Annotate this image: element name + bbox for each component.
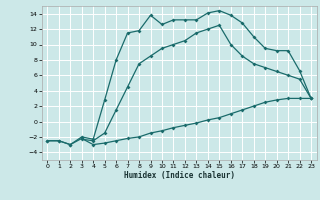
- X-axis label: Humidex (Indice chaleur): Humidex (Indice chaleur): [124, 171, 235, 180]
